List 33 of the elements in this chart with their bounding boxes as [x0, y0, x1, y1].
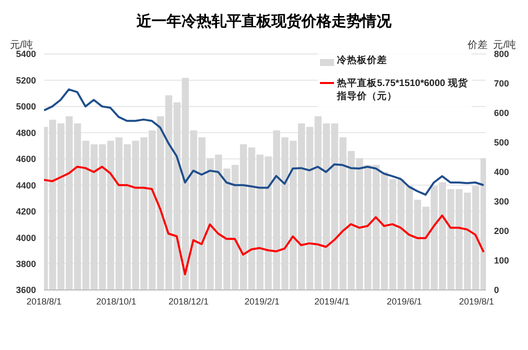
y-tick-label: 3800	[16, 258, 36, 269]
y2-axis-title: 价差 元/吨	[468, 38, 516, 51]
x-tick-label: 2018/8/1	[26, 296, 62, 306]
x-tick-label: 2019/8/1	[458, 296, 494, 306]
y2-tick-label: 0	[494, 285, 500, 296]
chart-title: 近一年冷热轧平直板现货价格走势情况	[136, 12, 392, 31]
y-tick-label: 3600	[16, 285, 36, 296]
x-tick-label: 2018/10/1	[96, 296, 136, 306]
y-tick-label: 4600	[16, 154, 36, 164]
y-tick-label: 4400	[16, 180, 36, 190]
y2-tick-label: 300	[494, 196, 510, 207]
y2-tick-label: 800	[494, 49, 510, 60]
y2-tick-label: 700	[494, 78, 510, 89]
line-series	[44, 88, 485, 196]
y-tick-label: 4200	[16, 206, 36, 217]
legend-label: 冷热板价差	[337, 54, 387, 67]
x-tick-label: 2019/4/1	[314, 296, 350, 306]
y2-tick-label: 100	[494, 256, 510, 266]
x-tick-label: 2019/6/1	[386, 296, 422, 306]
x-tick-label: 2019/2/1	[244, 296, 280, 306]
legend-label: 热平直板5.75*1510*6000 现货指导价（元）	[337, 77, 469, 103]
line-series	[44, 166, 485, 276]
y-tick-label: 4800	[16, 128, 36, 138]
y-tick-label: 5400	[16, 49, 36, 60]
y-tick-label: 4000	[16, 232, 36, 243]
y-axis-title: 元/吨	[10, 38, 33, 51]
y2-tick-label: 200	[494, 226, 510, 236]
y-tick-label: 5000	[16, 102, 36, 112]
y2-tick-label: 400	[494, 167, 510, 178]
x-tick-label: 2018/12/1	[168, 296, 209, 306]
y2-tick-label: 500	[494, 138, 510, 148]
y-tick-label: 5200	[16, 75, 36, 86]
y2-tick-label: 600	[494, 108, 510, 118]
